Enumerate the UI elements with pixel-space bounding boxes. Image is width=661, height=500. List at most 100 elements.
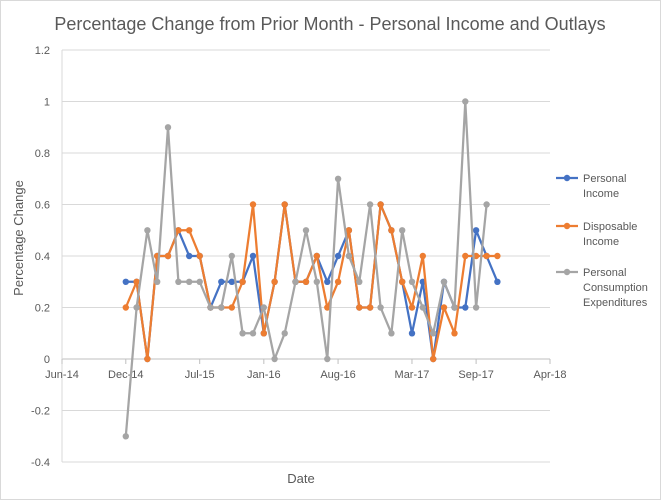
data-point (388, 227, 395, 234)
x-tick-label: Jul-15 (185, 369, 215, 381)
data-point (430, 355, 437, 363)
y-axis-title: Percentage Change (11, 180, 26, 296)
data-point (260, 304, 267, 311)
y-tick-label: 0.4 (35, 251, 50, 263)
data-point (430, 330, 437, 337)
data-point (239, 330, 246, 337)
y-tick-labels: -0.4 -0.2 0 0.2 0.4 0.6 0.8 1 1.2 (31, 45, 50, 469)
data-point (207, 304, 214, 311)
data-point (408, 304, 416, 311)
data-point (377, 201, 384, 208)
data-point (483, 201, 490, 208)
x-tick-label: Sep-17 (458, 369, 493, 381)
data-point (228, 304, 235, 311)
data-point (419, 304, 426, 311)
legend-swatch-marker (563, 174, 571, 182)
data-point (483, 252, 490, 260)
legend-swatch-marker (563, 222, 571, 230)
data-point (399, 278, 406, 285)
data-point (388, 330, 395, 337)
data-point (249, 252, 257, 260)
legend-label: Personal (583, 267, 626, 279)
y-tick-label: 1 (44, 97, 50, 109)
data-point (366, 201, 374, 208)
x-tick-label: Aug-16 (320, 369, 355, 381)
data-point (228, 252, 235, 260)
data-point (334, 175, 342, 182)
series-line (124, 100, 488, 437)
data-point (164, 252, 172, 260)
x-tick-labels: Jun-14 Dec-14 Jul-15 Jan-16 Aug-16 Mar-17 Sep-… (45, 369, 566, 381)
data-point (324, 355, 331, 363)
legend-label: Consumption (583, 282, 648, 294)
data-point (451, 304, 458, 311)
data-point (122, 433, 129, 440)
series-2 (122, 98, 490, 440)
data-point (122, 278, 129, 285)
legend-label: Income (583, 236, 619, 248)
data-point (218, 304, 225, 311)
data-point (494, 278, 501, 285)
legend-swatch-marker (563, 268, 571, 276)
data-point (218, 278, 225, 285)
data-point (356, 304, 363, 311)
data-point (196, 252, 203, 260)
data-point (302, 278, 310, 285)
legend-label: Disposable (583, 221, 637, 233)
data-point (472, 304, 480, 311)
data-point (281, 201, 288, 208)
x-tick-label: Apr-18 (533, 369, 566, 381)
y-tick-label: -0.4 (31, 457, 50, 469)
data-point (408, 278, 416, 285)
x-tick-label: Mar-17 (395, 369, 430, 381)
data-point (302, 227, 310, 234)
y-tick-label: 0.2 (35, 303, 50, 315)
y-tick-label: 0.8 (35, 148, 50, 160)
y-tick-label: 0.6 (35, 200, 50, 212)
legend-label: Expenditures (583, 297, 648, 309)
series-group (122, 98, 501, 440)
data-point (175, 227, 182, 234)
legend-label: Income (583, 188, 619, 200)
data-point (186, 278, 193, 285)
data-point (345, 227, 353, 234)
data-point (324, 304, 331, 311)
data-point (271, 278, 278, 285)
data-point (313, 278, 320, 285)
data-point (260, 330, 267, 337)
x-axis-title: Date (287, 471, 314, 486)
data-point (345, 252, 353, 260)
y-tick-label: -0.2 (31, 406, 50, 418)
data-point (334, 278, 342, 285)
data-point (462, 98, 469, 105)
data-point (494, 252, 501, 260)
data-point (164, 124, 172, 131)
data-point (228, 278, 235, 285)
data-point (366, 304, 374, 311)
data-point (249, 201, 257, 208)
data-point (271, 355, 278, 363)
data-point (324, 278, 331, 285)
chart-title: Percentage Change from Prior Month - Per… (54, 14, 605, 34)
data-point (334, 252, 342, 260)
data-point (313, 252, 320, 260)
data-point (451, 330, 458, 337)
data-point (144, 227, 151, 234)
data-point (154, 278, 161, 285)
y-tick-label: 0 (44, 354, 50, 366)
data-point (292, 278, 299, 285)
data-point (462, 304, 469, 311)
data-point (133, 278, 140, 285)
data-point (186, 227, 193, 234)
data-point (249, 330, 257, 337)
y-tick-label: 1.2 (35, 45, 50, 57)
data-point (122, 304, 129, 311)
data-point (440, 278, 448, 285)
data-point (196, 278, 203, 285)
data-point (133, 304, 140, 311)
x-tick-label: Jun-14 (45, 369, 79, 381)
x-tick-label: Jan-16 (247, 369, 281, 381)
data-point (281, 330, 288, 337)
